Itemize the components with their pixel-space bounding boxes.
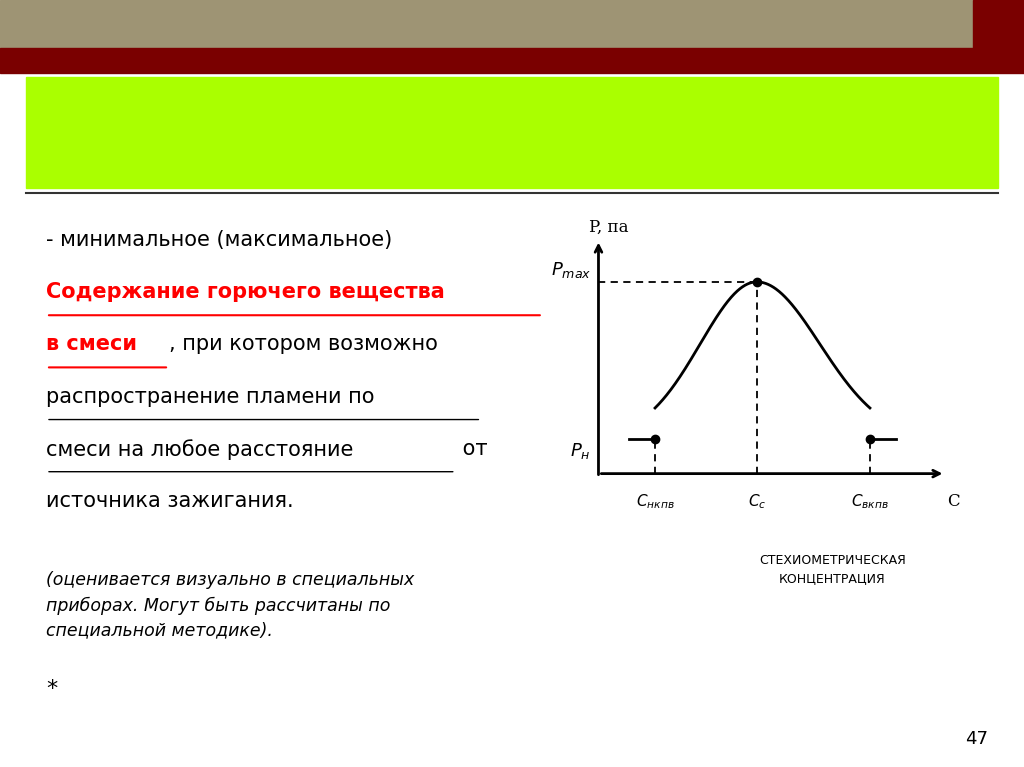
Text: P, па: P, па bbox=[589, 219, 629, 236]
Text: 47: 47 bbox=[966, 730, 988, 748]
Text: Концентрационные пределы распространения: Концентрационные пределы распространения bbox=[56, 78, 992, 114]
Text: $C_{вкпв}$: $C_{вкпв}$ bbox=[851, 493, 889, 512]
Text: $P_{max}$: $P_{max}$ bbox=[551, 260, 591, 280]
Text: *: * bbox=[46, 679, 57, 699]
Text: - минимальное (максимальное): - минимальное (максимальное) bbox=[46, 230, 392, 250]
Text: $P_{н}$: $P_{н}$ bbox=[570, 441, 591, 461]
Text: источника зажигания.: источника зажигания. bbox=[46, 491, 294, 511]
Text: от: от bbox=[456, 439, 487, 459]
Text: смеси на любое расстояние: смеси на любое расстояние bbox=[46, 439, 353, 459]
Text: $C_{нкпв}$: $C_{нкпв}$ bbox=[636, 493, 675, 512]
Text: $C_{c}$: $C_{c}$ bbox=[748, 493, 766, 512]
Text: пламени (воспламенения) -: пламени (воспламенения) - bbox=[56, 136, 602, 171]
Text: , при котором возможно: , при котором возможно bbox=[169, 334, 438, 354]
Text: (оценивается визуально в специальных
приборах. Могут быть рассчитаны по
специаль: (оценивается визуально в специальных при… bbox=[46, 571, 415, 640]
Text: C: C bbox=[947, 493, 959, 510]
Text: распространение пламени по: распространение пламени по bbox=[46, 387, 375, 407]
Text: Содержание горючего вещества: Содержание горючего вещества bbox=[46, 282, 444, 302]
Text: в смеси: в смеси bbox=[46, 334, 137, 354]
Text: СТЕХИОМЕТРИЧЕСКАЯ
КОНЦЕНТРАЦИЯ: СТЕХИОМЕТРИЧЕСКАЯ КОНЦЕНТРАЦИЯ bbox=[759, 554, 905, 585]
